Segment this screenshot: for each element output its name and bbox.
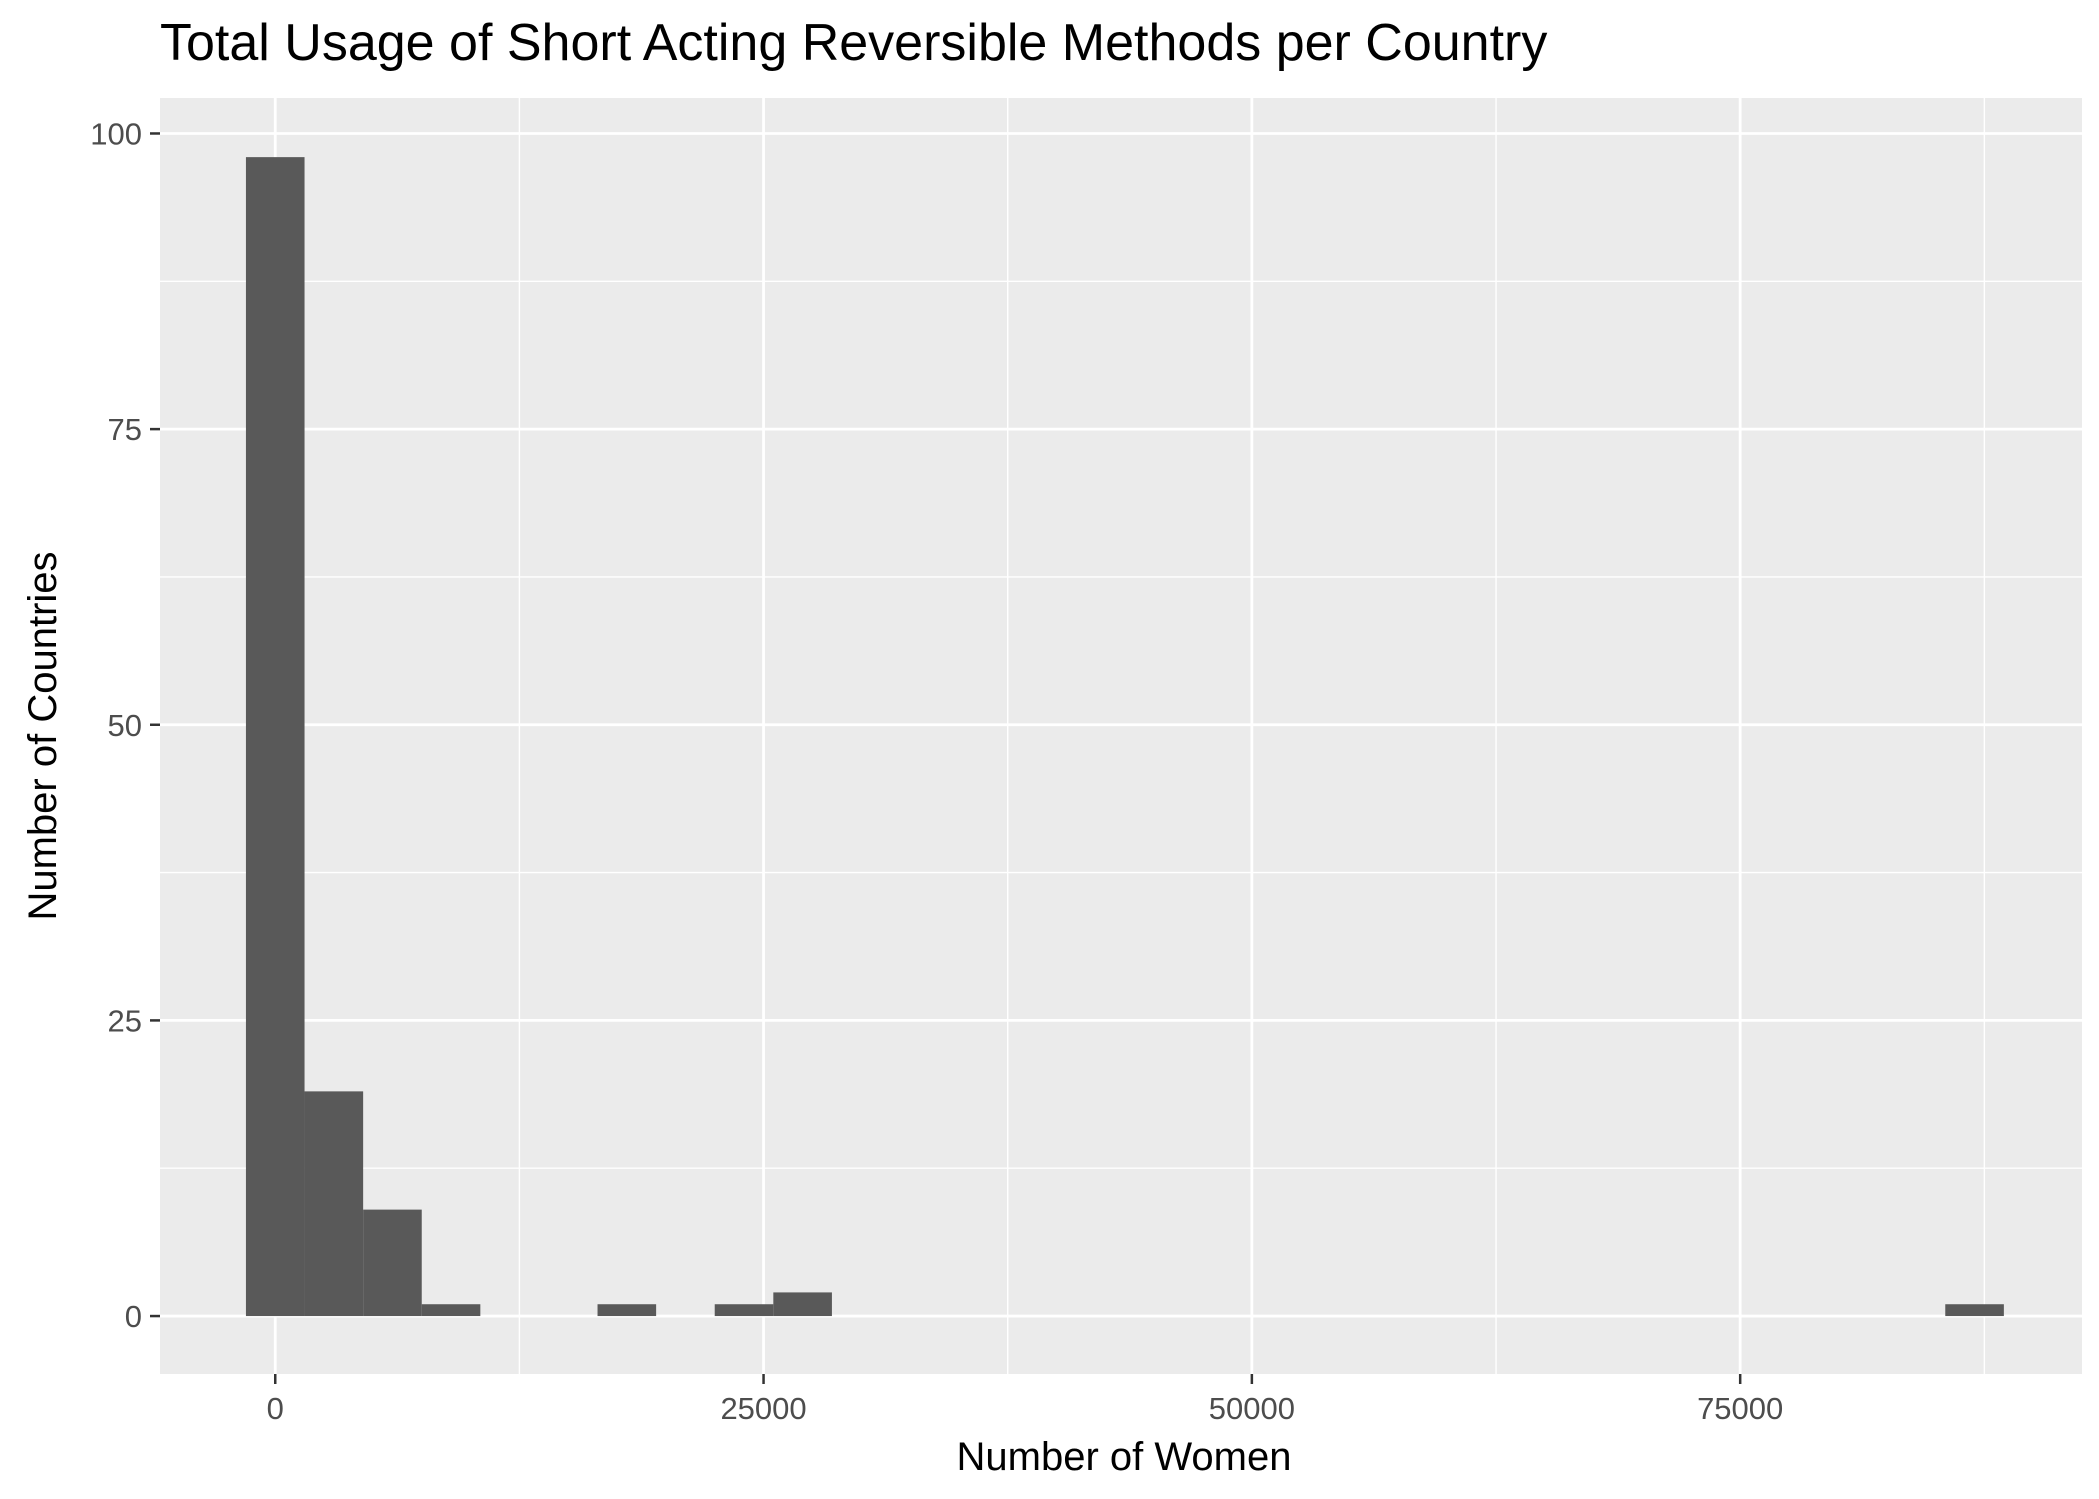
major-gridlines — [160, 98, 2082, 1374]
y-tick-label: 0 — [125, 1299, 142, 1334]
minor-gridlines — [160, 98, 2082, 1374]
y-axis: 0 25 50 75 100 — [90, 116, 160, 1334]
x-tick-label: 25000 — [720, 1391, 806, 1426]
histogram-bar — [714, 1304, 774, 1317]
x-tick-label: 75000 — [1697, 1391, 1783, 1426]
y-tick-label: 75 — [108, 412, 142, 447]
x-axis: 0 25000 50000 75000 — [267, 1374, 1783, 1426]
x-tick-label: 0 — [267, 1391, 284, 1426]
chart-title: Total Usage of Short Acting Reversible M… — [160, 14, 1547, 72]
histogram-bar — [363, 1209, 422, 1317]
plot-panel — [160, 98, 2082, 1374]
histogram-bar — [304, 1091, 364, 1317]
y-tick-label: 50 — [108, 708, 142, 743]
y-tick-label: 25 — [108, 1003, 142, 1038]
histogram-bar — [1945, 1304, 2004, 1317]
x-tick-label: 50000 — [1209, 1391, 1295, 1426]
histogram-bar — [421, 1304, 481, 1317]
x-axis-title: Number of Women — [957, 1435, 1292, 1479]
y-tick-label: 100 — [90, 116, 142, 151]
histogram-bar — [245, 157, 305, 1317]
histogram-bars — [245, 157, 2004, 1317]
histogram-bar — [597, 1304, 657, 1317]
y-axis-title: Number of Countries — [21, 551, 65, 920]
histogram-bar — [773, 1292, 832, 1317]
